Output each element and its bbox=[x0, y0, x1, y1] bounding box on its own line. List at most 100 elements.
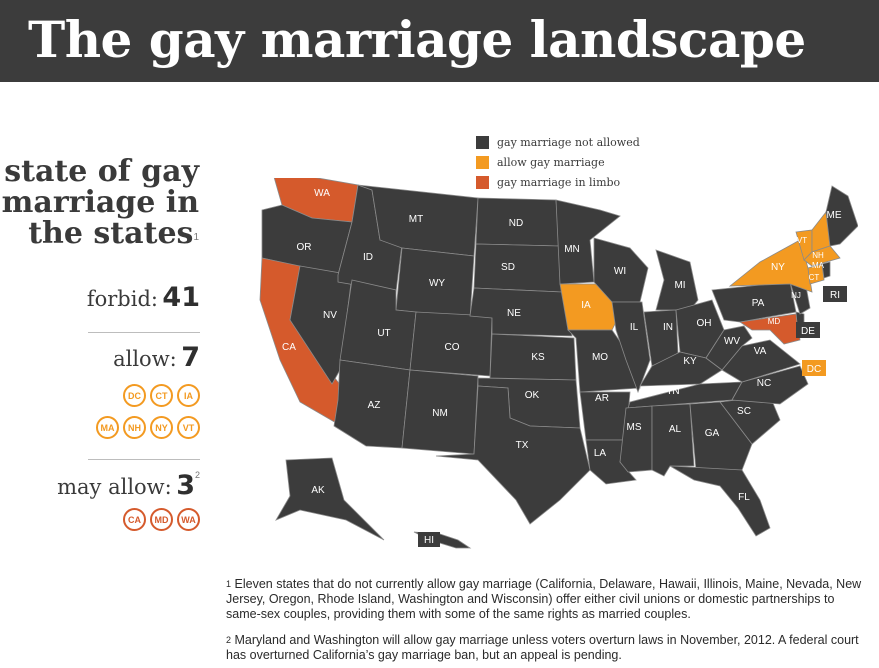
map-label-ny: NY bbox=[771, 262, 785, 273]
map-label-mi: MI bbox=[674, 280, 685, 291]
map-label-wy: WY bbox=[429, 278, 445, 289]
allow-label: allow: bbox=[113, 347, 177, 371]
map-label-or: OR bbox=[297, 242, 312, 253]
callout-label-ri: RI bbox=[830, 290, 840, 301]
state-ga bbox=[689, 401, 753, 471]
map-label-ar: AR bbox=[595, 393, 609, 404]
map-label-vt: VT bbox=[797, 236, 807, 245]
may-allow-label: may allow: bbox=[57, 475, 172, 499]
map-label-ok: OK bbox=[525, 390, 540, 401]
map-label-sd: SD bbox=[501, 262, 515, 273]
footnote-number: 1 bbox=[226, 579, 232, 589]
state-badge: DC bbox=[123, 384, 146, 407]
forbid-stat: forbid: 41 bbox=[87, 282, 200, 313]
map-label-nv: NV bbox=[323, 310, 337, 321]
map-label-nc: NC bbox=[757, 378, 771, 389]
callout-box-dc bbox=[802, 360, 826, 376]
state-badge: CT bbox=[150, 384, 173, 407]
allow-stat: allow: 7 bbox=[113, 342, 200, 373]
state-badge: VT bbox=[177, 416, 200, 439]
callout-box-de bbox=[796, 322, 820, 338]
map-label-oh: OH bbox=[697, 318, 712, 329]
legend-label: allow gay marriage bbox=[497, 155, 605, 169]
map-label-sc: SC bbox=[737, 406, 751, 417]
state-al bbox=[651, 403, 695, 477]
map-label-wi: WI bbox=[614, 266, 626, 277]
map-label-nm: NM bbox=[432, 408, 448, 419]
map-label-il: IL bbox=[630, 322, 639, 333]
map-legend: gay marriage not allowed allow gay marri… bbox=[476, 132, 640, 192]
map-label-nh: NH bbox=[812, 251, 824, 260]
map-label-wv: WV bbox=[724, 336, 740, 347]
map-label-nj: NJ bbox=[791, 291, 801, 300]
callout-box-hi bbox=[418, 532, 440, 547]
map-label-mt: MT bbox=[409, 214, 423, 225]
may-allow-footnote-marker: 2 bbox=[194, 470, 200, 480]
map-label-ks: KS bbox=[531, 352, 545, 363]
map-label-mo: MO bbox=[592, 352, 608, 363]
allow-badges-row-2: MA NH NY VT bbox=[96, 416, 200, 439]
map-label-ga: GA bbox=[705, 428, 720, 439]
state-sd bbox=[473, 243, 563, 293]
map-label-wa: WA bbox=[314, 188, 330, 199]
map-label-fl: FL bbox=[738, 492, 750, 503]
heading-footnote-marker: 1 bbox=[193, 232, 199, 243]
legend-label: gay marriage in limbo bbox=[497, 175, 621, 189]
title-banner: The gay marriage landscape bbox=[0, 0, 879, 82]
callout-label-dc: DC bbox=[807, 364, 821, 375]
map-label-ut: UT bbox=[377, 328, 390, 339]
limbo-badges: CA MD WA bbox=[123, 508, 200, 531]
map-label-al: AL bbox=[669, 424, 682, 435]
map-label-in: IN bbox=[663, 322, 673, 333]
legend-swatch bbox=[476, 135, 489, 149]
map-label-ct: CT bbox=[809, 273, 820, 282]
state-wv bbox=[705, 325, 753, 371]
map-label-tx: TX bbox=[516, 440, 529, 451]
state-fl bbox=[669, 465, 771, 537]
state-ms bbox=[619, 405, 653, 473]
map-label-ma: MA bbox=[812, 261, 825, 270]
may-allow-value: 3 bbox=[176, 470, 195, 501]
state-me bbox=[825, 185, 858, 247]
footnote-text: Eleven states that do not currently allo… bbox=[226, 577, 862, 621]
callout-box-ri bbox=[823, 286, 847, 302]
allow-value: 7 bbox=[181, 342, 200, 373]
may-allow-stat: may allow: 32 bbox=[57, 470, 200, 501]
map-label-mn: MN bbox=[564, 244, 580, 255]
map-label-az: AZ bbox=[368, 400, 381, 411]
map-label-md: MD bbox=[768, 317, 781, 326]
forbid-label: forbid: bbox=[86, 287, 158, 311]
map-label-va: VA bbox=[754, 346, 767, 357]
map-label-id: ID bbox=[363, 252, 373, 263]
state-tx bbox=[435, 385, 591, 525]
allow-badges-row-1: DC CT IA bbox=[123, 384, 200, 407]
map-label-ia: IA bbox=[581, 300, 591, 311]
footnote-text: Maryland and Washington will allow gay m… bbox=[226, 633, 859, 662]
legend-item: allow gay marriage bbox=[476, 152, 640, 172]
sidebar-heading-text: state of gay marriage in the states bbox=[1, 154, 199, 251]
map-label-ky: KY bbox=[683, 356, 697, 367]
callout-label-hi: HI bbox=[424, 535, 434, 546]
state-ma bbox=[803, 245, 841, 267]
state-badge: NY bbox=[150, 416, 173, 439]
state-ri bbox=[821, 261, 831, 279]
map-label-ms: MS bbox=[627, 422, 642, 433]
footnote-2: 2 Maryland and Washington will allow gay… bbox=[226, 633, 866, 663]
state-badge: MD bbox=[150, 508, 173, 531]
map-label-ak: AK bbox=[311, 485, 325, 496]
divider bbox=[88, 332, 200, 333]
state-ak bbox=[275, 457, 385, 541]
page-title: The gay marriage landscape bbox=[28, 10, 806, 69]
footnote-1: 1 Eleven states that do not currently al… bbox=[226, 577, 866, 622]
callout-label-de: DE bbox=[801, 326, 815, 337]
state-il bbox=[611, 301, 651, 394]
state-badge: IA bbox=[177, 384, 200, 407]
state-badge: NH bbox=[123, 416, 146, 439]
state-badge: WA bbox=[177, 508, 200, 531]
footnote-number: 2 bbox=[226, 635, 232, 645]
divider bbox=[88, 459, 200, 460]
state-ct bbox=[807, 263, 825, 285]
map-label-ca: CA bbox=[282, 342, 296, 353]
state-nc bbox=[731, 365, 809, 405]
legend-swatch bbox=[476, 175, 489, 189]
